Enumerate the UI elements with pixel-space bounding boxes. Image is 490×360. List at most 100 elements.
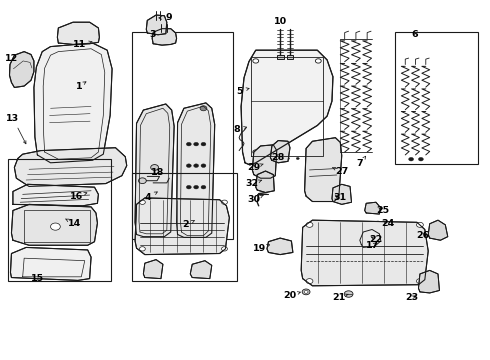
Bar [132, 32, 233, 239]
Polygon shape [57, 22, 99, 44]
Polygon shape [135, 198, 229, 255]
Text: 12: 12 [5, 54, 18, 63]
Circle shape [50, 223, 60, 230]
Circle shape [316, 150, 321, 154]
Text: 14: 14 [66, 219, 82, 228]
Circle shape [186, 142, 191, 146]
Polygon shape [418, 270, 440, 293]
Polygon shape [428, 220, 448, 240]
Text: 7: 7 [357, 156, 366, 168]
Polygon shape [190, 261, 212, 279]
Polygon shape [11, 204, 98, 245]
Circle shape [296, 157, 299, 159]
Text: 27: 27 [332, 167, 348, 176]
Circle shape [302, 289, 310, 295]
Circle shape [253, 150, 259, 154]
Circle shape [316, 59, 321, 63]
Text: 32: 32 [246, 179, 262, 188]
Text: 2: 2 [182, 220, 195, 229]
Circle shape [140, 247, 146, 251]
Polygon shape [252, 145, 277, 178]
Polygon shape [277, 55, 284, 59]
Text: 9: 9 [159, 13, 172, 22]
Polygon shape [144, 260, 163, 279]
Text: 18: 18 [151, 168, 165, 177]
Polygon shape [256, 171, 274, 193]
Text: 8: 8 [234, 125, 246, 134]
Text: 19: 19 [253, 244, 270, 253]
Circle shape [267, 157, 270, 159]
Polygon shape [360, 229, 381, 247]
Circle shape [200, 106, 207, 111]
Polygon shape [147, 15, 167, 35]
Text: 21: 21 [332, 293, 348, 302]
Polygon shape [135, 104, 174, 237]
Polygon shape [14, 148, 127, 186]
Polygon shape [267, 238, 293, 255]
Polygon shape [176, 103, 215, 237]
Text: 4: 4 [145, 192, 157, 202]
Text: 30: 30 [247, 195, 263, 204]
Text: 20: 20 [283, 291, 300, 300]
Text: 25: 25 [376, 206, 390, 215]
Bar [7, 159, 111, 281]
Circle shape [418, 157, 423, 161]
Circle shape [186, 207, 191, 211]
Text: 15: 15 [31, 274, 44, 283]
Circle shape [409, 157, 414, 161]
Text: 31: 31 [334, 193, 347, 202]
Text: 10: 10 [273, 17, 287, 26]
Polygon shape [152, 29, 176, 45]
Polygon shape [13, 184, 98, 206]
Polygon shape [332, 184, 351, 204]
Circle shape [201, 164, 206, 167]
Text: 24: 24 [381, 219, 394, 228]
Polygon shape [287, 55, 294, 59]
Text: 17: 17 [367, 241, 380, 250]
Polygon shape [305, 138, 342, 202]
Circle shape [253, 59, 259, 63]
Text: 11: 11 [73, 40, 92, 49]
Text: 1: 1 [75, 82, 86, 91]
Circle shape [287, 157, 290, 159]
Circle shape [201, 185, 206, 189]
Text: 6: 6 [412, 30, 418, 39]
Circle shape [221, 247, 227, 251]
Circle shape [151, 165, 159, 170]
Text: 29: 29 [247, 163, 263, 172]
Circle shape [306, 279, 313, 284]
Text: 3: 3 [149, 30, 155, 39]
Circle shape [194, 142, 198, 146]
Circle shape [304, 291, 308, 293]
Circle shape [186, 164, 191, 167]
Circle shape [186, 185, 191, 189]
Polygon shape [9, 51, 34, 87]
Circle shape [373, 221, 383, 228]
Text: 22: 22 [369, 235, 383, 244]
Text: 23: 23 [406, 293, 418, 302]
Polygon shape [34, 43, 112, 163]
Circle shape [139, 178, 147, 184]
Polygon shape [301, 220, 428, 286]
Circle shape [194, 207, 198, 211]
Circle shape [201, 207, 206, 211]
Text: 16: 16 [70, 192, 87, 201]
Circle shape [375, 223, 380, 226]
Circle shape [416, 222, 423, 227]
Polygon shape [270, 140, 290, 163]
Polygon shape [365, 202, 381, 214]
Polygon shape [10, 247, 91, 280]
Text: 26: 26 [416, 231, 430, 240]
Circle shape [416, 279, 423, 284]
Polygon shape [241, 50, 333, 165]
Circle shape [201, 142, 206, 146]
Text: 13: 13 [6, 114, 26, 144]
Bar [132, 173, 237, 281]
Circle shape [194, 185, 198, 189]
Bar [395, 32, 478, 164]
Circle shape [277, 157, 280, 159]
Circle shape [221, 200, 227, 204]
Text: 28: 28 [271, 153, 285, 162]
Circle shape [344, 291, 353, 297]
Text: 5: 5 [236, 86, 249, 95]
